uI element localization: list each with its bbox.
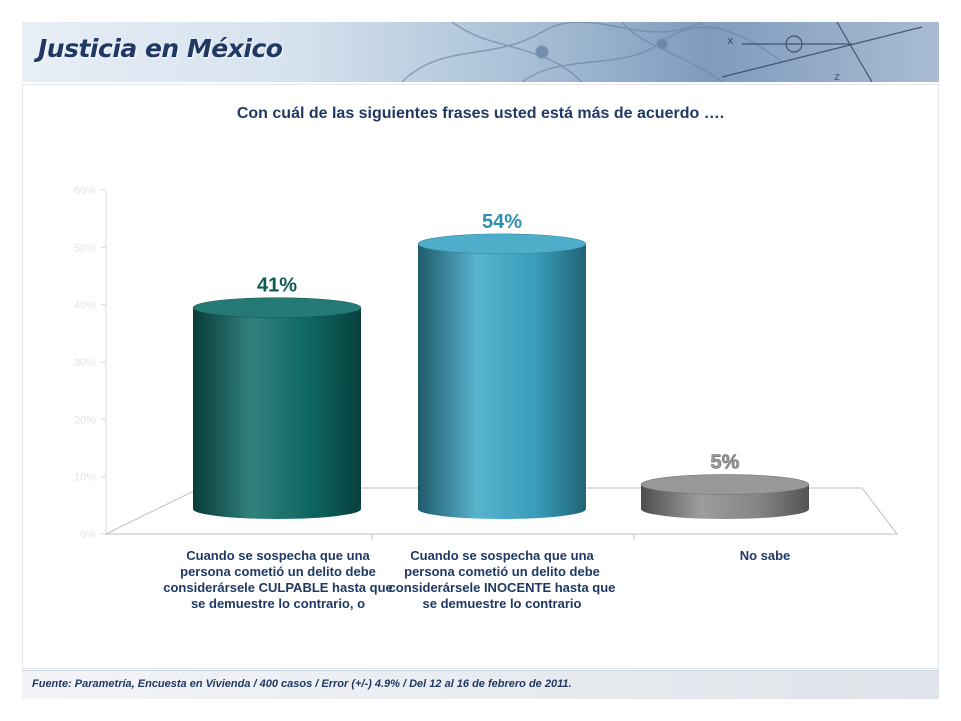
category-label-inocente: Cuando se sospecha que una persona comet… bbox=[388, 548, 616, 611]
data-label: 41% bbox=[257, 275, 297, 297]
bar-top bbox=[417, 233, 587, 255]
category-label-no-sabe: No sabe bbox=[739, 548, 791, 563]
bar-top bbox=[192, 297, 362, 318]
y-tick-label: 50% bbox=[74, 242, 96, 254]
y-tick-label: 60% bbox=[74, 185, 96, 197]
y-tick-label: 40% bbox=[74, 300, 96, 312]
bar-body bbox=[418, 243, 586, 520]
y-tick-label: 20% bbox=[74, 414, 96, 426]
bar-0 bbox=[192, 297, 362, 519]
svg-text:z: z bbox=[834, 70, 840, 82]
banner-decoration: x z bbox=[401, 22, 923, 82]
data-label: 5% bbox=[711, 451, 740, 473]
bar-body bbox=[193, 307, 361, 519]
bar-top bbox=[640, 474, 810, 495]
y-tick-label: 10% bbox=[74, 472, 96, 484]
svg-text:x: x bbox=[727, 34, 734, 47]
chart-question: Con cuál de las siguientes frases usted … bbox=[236, 105, 725, 122]
bar-2 bbox=[640, 474, 810, 519]
category-label-culpable: Cuando se sospecha que una persona comet… bbox=[163, 548, 393, 611]
y-tick-label: 0% bbox=[80, 529, 96, 541]
y-tick-label: 30% bbox=[74, 357, 96, 369]
header-banner: x z Justicia en México bbox=[22, 22, 939, 82]
page-title: Justicia en México bbox=[38, 34, 283, 63]
source-note: Fuente: Parametría, Encuesta en Vivienda… bbox=[32, 678, 572, 690]
data-label: 54% bbox=[482, 211, 522, 233]
bar-1 bbox=[417, 233, 587, 520]
footer-bar: Fuente: Parametría, Encuesta en Vivienda… bbox=[22, 670, 939, 699]
